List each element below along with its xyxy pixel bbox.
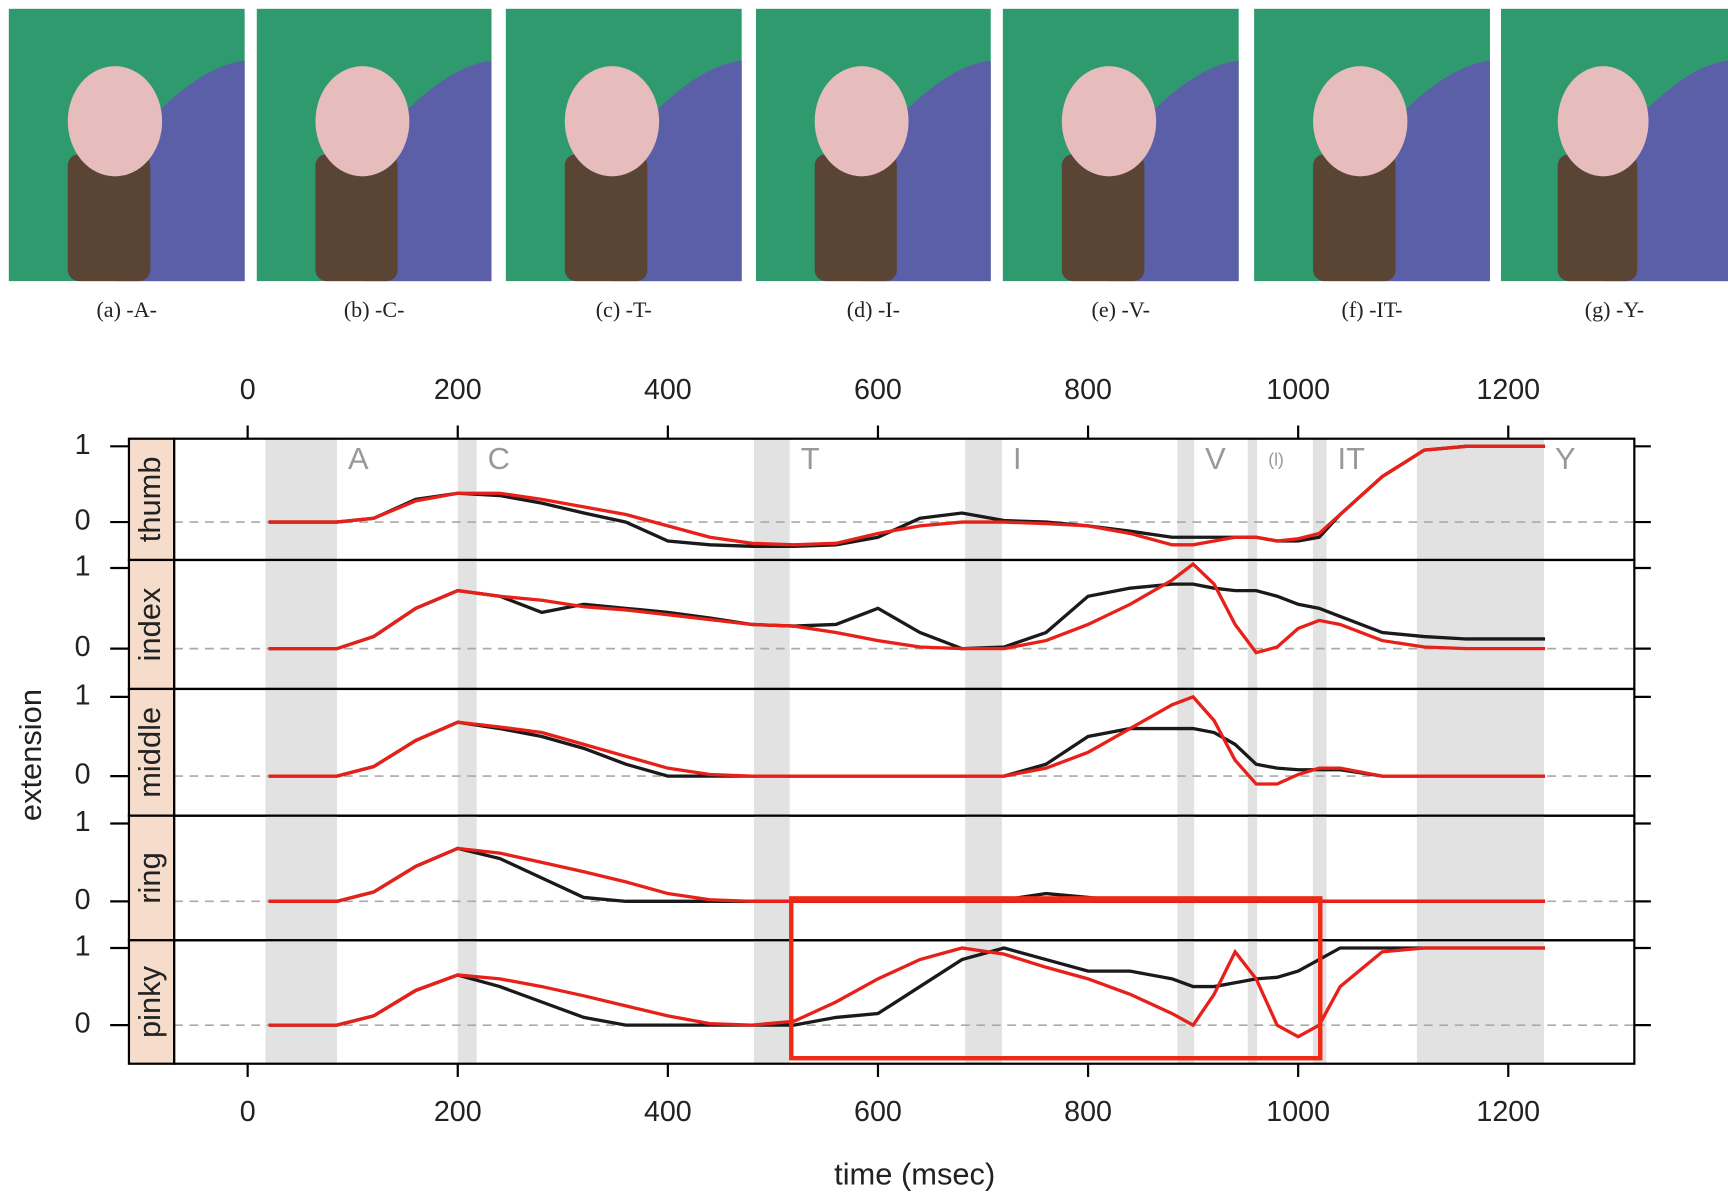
segment-band [458,439,477,560]
segment-band [1177,439,1194,560]
photo-caption: (c) -T- [596,297,652,322]
segment-band [266,560,337,689]
y-tick-label: 0 [75,759,91,791]
segment-band [1417,560,1544,689]
x-tick-label: 600 [854,374,902,406]
segment-label: C [488,441,510,476]
segment-band [754,439,790,560]
segment-band [1248,560,1257,689]
strip-label: index [132,587,167,661]
segment-label: IT [1338,441,1366,476]
segment-band [965,816,1002,941]
x-tick-label: 600 [854,1096,902,1128]
x-tick-label: 800 [1064,1096,1112,1128]
photo-hand [565,66,659,176]
segment-band [458,816,477,941]
segment-band [965,689,1002,816]
segment-band [1177,816,1194,941]
segment-band [266,940,337,1063]
photo-hand [68,66,162,176]
photo-caption: (e) -V- [1092,297,1151,322]
segment-band [458,560,477,689]
segment-band [965,439,1002,560]
segment-band [1248,816,1257,941]
x-axis-label: time (msec) [834,1156,995,1191]
y-tick-label: 1 [75,551,91,583]
segment-band [754,689,790,816]
photo-hand [1313,66,1407,176]
segment-band [965,560,1002,689]
segment-band [458,940,477,1063]
strip-label: pinky [132,965,167,1038]
photo-caption: (a) -A- [96,297,157,322]
segment-band [1177,560,1194,689]
photo-hand [1062,66,1156,176]
x-tick-label: 800 [1064,374,1112,406]
panel-frame [174,940,1634,1063]
y-tick-label: 0 [75,505,91,537]
y-tick-label: 1 [75,429,91,461]
photo-caption: (f) -IT- [1342,297,1403,322]
x-tick-label: 0 [240,1096,256,1128]
photo-hand [815,66,909,176]
y-tick-label: 0 [75,1008,91,1040]
segment-band [1417,439,1544,560]
panel-frame [174,689,1634,816]
photo-caption: (d) -I- [847,297,900,322]
segment-label: T [801,441,820,476]
x-tick-label: 400 [644,374,692,406]
x-tick-label: 1000 [1266,374,1330,406]
y-axis-label: extension [13,689,48,821]
segment-band [1313,689,1327,816]
segment-label: V [1205,441,1226,476]
segment-band [266,439,337,560]
photo-caption: (b) -C- [344,297,405,322]
segment-band [1248,689,1257,816]
photo-hand [315,66,409,176]
segment-band [754,940,790,1063]
y-tick-label: 0 [75,631,91,663]
segment-label: A [348,441,369,476]
segment-band [1417,940,1544,1063]
segment-band [1417,689,1544,816]
segment-band [1417,816,1544,941]
highlight-box [791,898,1320,1058]
y-tick-label: 0 [75,884,91,916]
strip-label: thumb [132,456,167,542]
panel-frame [174,816,1634,941]
segment-band [754,816,790,941]
figure: (a) -A- (b) -C- (c) -T- (d) -I- (e) -V- (f) -… [0,0,1728,1196]
strip-label: middle [132,707,167,798]
segment-band [1177,689,1194,816]
segment-band [1248,439,1257,560]
photo-caption: (g) -Y- [1585,297,1644,322]
segment-band [458,689,477,816]
segment-band [266,689,337,816]
strip-label: ring [132,852,167,903]
x-tick-label: 1000 [1266,1096,1330,1128]
segment-label: I [1013,441,1022,476]
segment-band [1177,940,1194,1063]
photo-hand [1558,66,1649,176]
x-tick-label: 0 [240,374,256,406]
photos: (a) -A- (b) -C- (c) -T- (d) -I- (e) -V- (f) -… [9,9,1728,322]
segment-band [1313,439,1327,560]
segment-band [1313,560,1327,689]
y-tick-label: 1 [75,806,91,838]
x-tick-label: 1200 [1476,374,1540,406]
x-tick-label: 1200 [1476,1096,1540,1128]
y-tick-label: 1 [75,679,91,711]
x-tick-label: 400 [644,1096,692,1128]
segment-band [266,816,337,941]
segment-label: Y [1555,441,1576,476]
x-tick-label: 200 [434,1096,482,1128]
segment-band [1248,940,1257,1063]
segment-label: (l) [1268,449,1284,469]
x-tick-label: 200 [434,374,482,406]
y-tick-label: 1 [75,931,91,963]
